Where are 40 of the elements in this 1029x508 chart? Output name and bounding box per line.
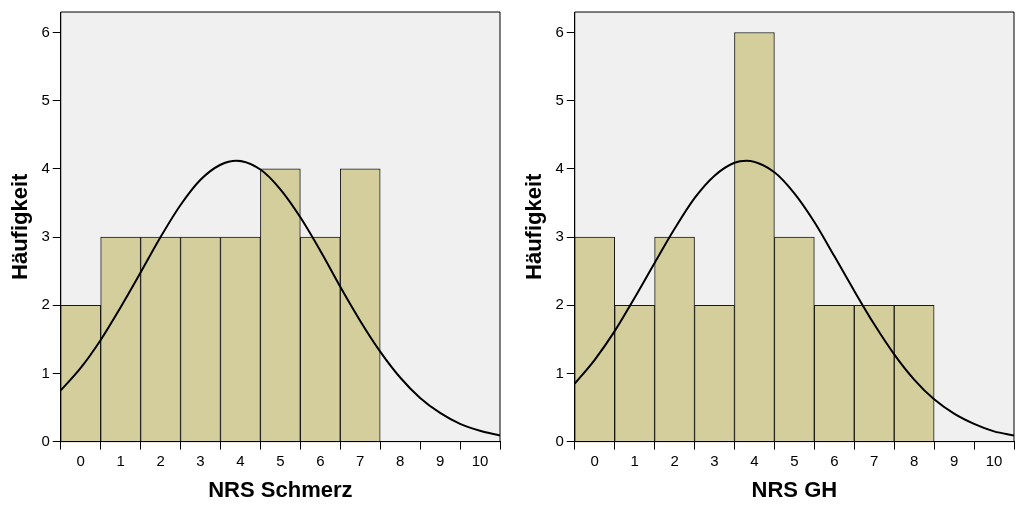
x-tick-label: 5 — [790, 451, 799, 469]
x-tick-label: 8 — [910, 451, 919, 469]
y-tick-label: 4 — [555, 158, 564, 176]
y-tick-label: 6 — [555, 22, 564, 40]
x-tick-label: 3 — [710, 451, 719, 469]
x-axis-title: NRS Schmerz — [208, 476, 353, 502]
x-tick-label: 5 — [276, 451, 285, 469]
x-tick-label: 9 — [949, 451, 959, 469]
x-tick-label: 4 — [236, 451, 245, 469]
y-tick-label: 5 — [41, 90, 50, 108]
x-tick-label: 1 — [630, 451, 639, 469]
x-tick-label: 9 — [435, 451, 445, 469]
y-tick-label: 5 — [555, 90, 564, 108]
y-tick-label: 1 — [555, 363, 564, 381]
x-tick-label: 7 — [356, 451, 365, 469]
x-tick-label: 4 — [750, 451, 759, 469]
x-tick-label: 7 — [870, 451, 879, 469]
y-tick-label: 1 — [41, 363, 50, 381]
x-tick-label: 10 — [471, 451, 489, 469]
x-tick-label: 2 — [670, 451, 679, 469]
y-tick-label: 2 — [555, 295, 564, 313]
y-axis-title: Häufigkeit — [7, 172, 33, 280]
x-tick-label: 2 — [156, 451, 165, 469]
x-tick-label: 1 — [116, 451, 125, 469]
y-tick-label: 2 — [41, 295, 50, 313]
y-tick-label: 3 — [555, 227, 564, 245]
x-tick-label: 10 — [985, 451, 1003, 469]
y-tick-label: 0 — [41, 431, 50, 449]
x-tick-label: 0 — [590, 451, 599, 469]
y-tick-label: 4 — [41, 158, 50, 176]
y-tick-label: 0 — [555, 431, 564, 449]
x-tick-label: 0 — [76, 451, 85, 469]
x-tick-label: 3 — [196, 451, 205, 469]
x-tick-label: 6 — [316, 451, 325, 469]
x-tick-label: 6 — [830, 451, 839, 469]
x-axis-title: NRS GH — [751, 476, 838, 502]
y-tick-label: 3 — [41, 227, 50, 245]
y-axis-title: Häufigkeit — [521, 172, 547, 280]
x-tick-label: 8 — [396, 451, 405, 469]
y-tick-label: 6 — [41, 22, 50, 40]
